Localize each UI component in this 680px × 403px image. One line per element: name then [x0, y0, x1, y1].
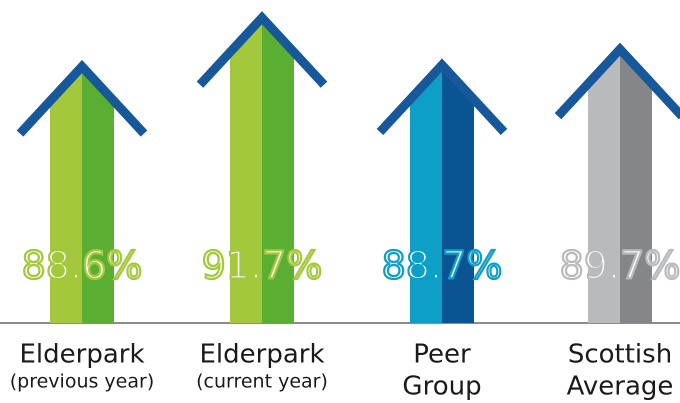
- arrow: [554, 42, 680, 323]
- category-label: Scottish: [568, 340, 672, 370]
- arrow-shaft-right: [262, 16, 294, 323]
- category-label: Average: [567, 372, 674, 402]
- arrow-shaft-right: [620, 48, 652, 323]
- arrow: [196, 11, 328, 323]
- arrow: [16, 59, 148, 324]
- category-label: Group: [402, 372, 481, 402]
- value-label: 89.7%: [560, 244, 680, 288]
- arrow-shaft-left: [588, 48, 620, 323]
- value-label: 91.7%: [202, 244, 323, 288]
- arrow-shaft-left: [50, 65, 82, 324]
- category-label: Elderpark: [19, 340, 144, 370]
- value-label: 88.7%: [382, 244, 503, 288]
- arrow-shaft-right: [442, 63, 474, 323]
- arrowhead: [376, 58, 508, 136]
- category-label: (previous year): [10, 371, 155, 393]
- category-label: (current year): [196, 371, 328, 393]
- arrowhead: [554, 42, 680, 120]
- arrow-shaft-left: [410, 63, 442, 323]
- value-label: 88.6%: [22, 244, 143, 288]
- arrow-shaft-right: [82, 65, 114, 324]
- arrow: [376, 58, 508, 323]
- category-label: Elderpark: [199, 340, 324, 370]
- arrow-shaft-left: [230, 16, 262, 323]
- arrowhead: [196, 11, 328, 88]
- arrowhead: [16, 59, 148, 137]
- category-label: Peer: [413, 340, 471, 370]
